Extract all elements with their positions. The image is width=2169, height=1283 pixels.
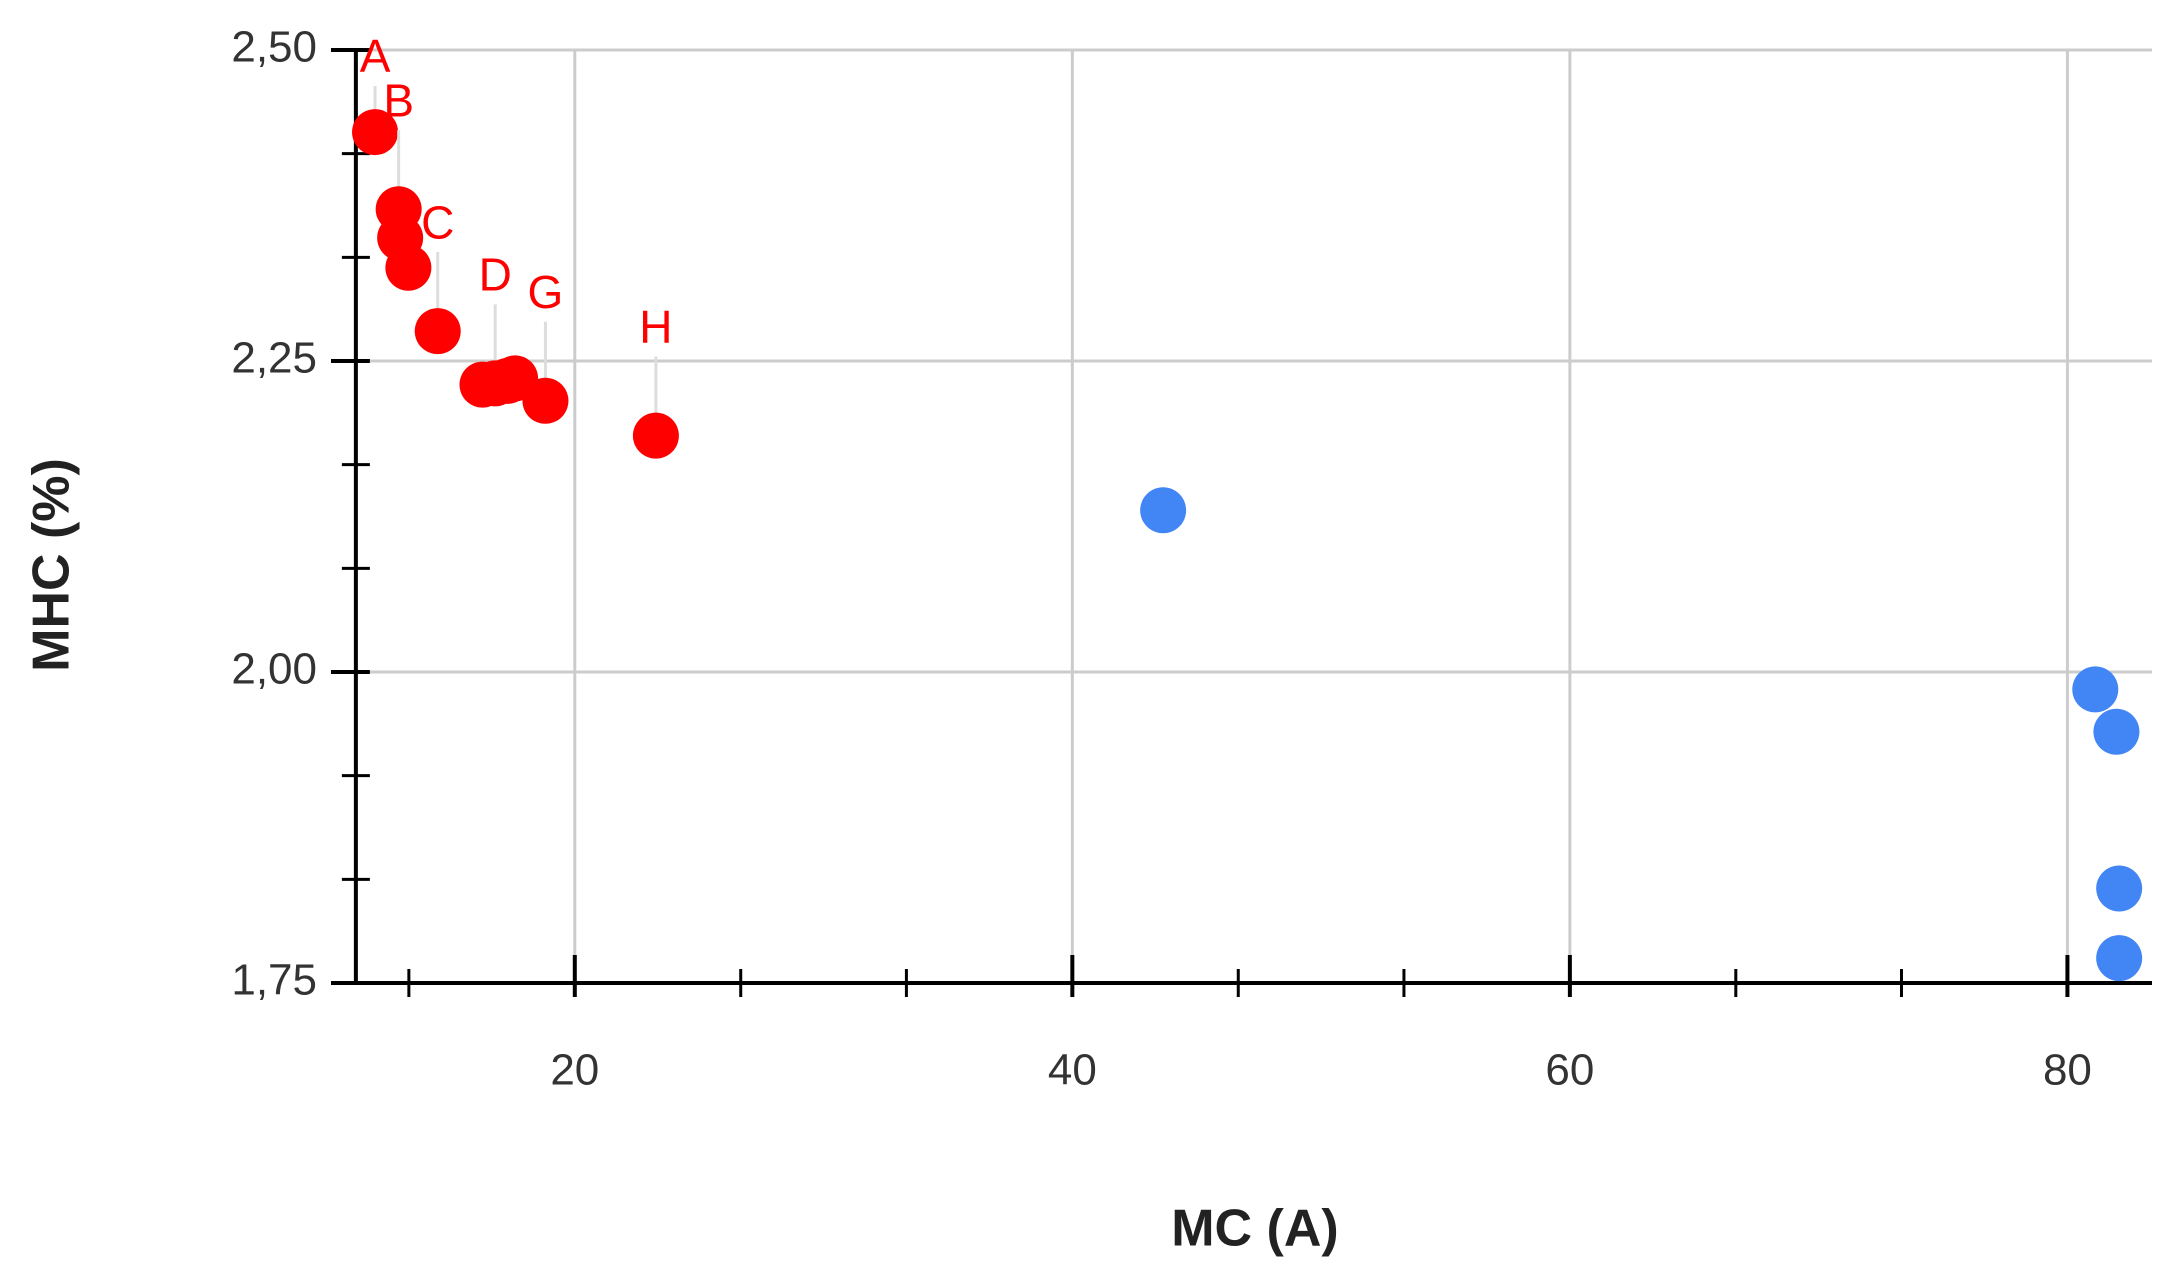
point-label: G: [528, 266, 564, 318]
y-tick-label: 2,50: [231, 23, 317, 72]
x-tick-label: 60: [1545, 1046, 1594, 1095]
y-tick-label: 1,75: [231, 956, 317, 1005]
point: [352, 109, 399, 156]
point: [2072, 666, 2119, 713]
point-label: D: [479, 249, 512, 301]
x-axis-title: MC (A): [1171, 1200, 1339, 1258]
point: [632, 412, 679, 459]
point-label: B: [383, 74, 414, 126]
point-label: H: [639, 301, 672, 353]
point: [1140, 487, 1187, 534]
point: [522, 377, 569, 424]
x-tick-label: 80: [2043, 1046, 2092, 1095]
point-label: C: [421, 196, 454, 248]
y-axis-title: MHC (%): [23, 458, 81, 672]
point: [414, 308, 461, 355]
x-tick-label: 20: [550, 1046, 599, 1095]
point: [2093, 708, 2140, 755]
point-label: A: [360, 30, 391, 82]
point: [2096, 865, 2143, 912]
y-tick-label: 2,00: [231, 645, 317, 694]
x-tick-label: 40: [1048, 1046, 1097, 1095]
point: [2096, 935, 2143, 982]
point: [385, 244, 432, 291]
y-tick-label: 2,25: [231, 334, 317, 383]
